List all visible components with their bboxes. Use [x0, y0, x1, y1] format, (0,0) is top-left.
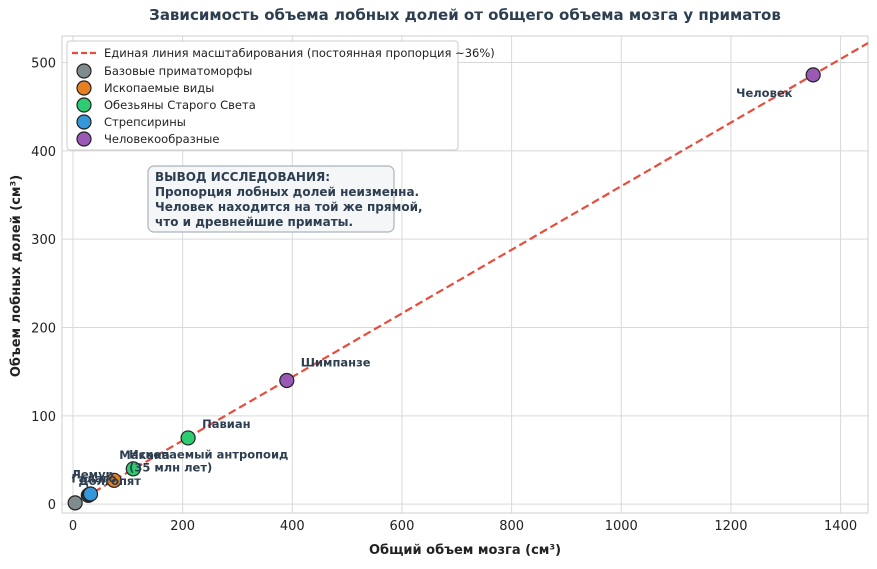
axes: 0 200 400 600 800 1000 1200 1400 0 100 200 300 400 50… — [31, 35, 869, 534]
y-tick-label: 300 — [31, 233, 56, 248]
y-tick-label: 100 — [31, 410, 56, 425]
legend-label: Обезьяны Старого Света — [104, 98, 256, 112]
x-tick-label: 400 — [280, 519, 305, 534]
data-point — [82, 486, 99, 502]
data-label: Павиан — [202, 417, 250, 431]
legend-label: Базовые приматоморфы — [104, 64, 252, 78]
data-label: Ископаемый антропоид (35 млн лет) — [129, 447, 288, 474]
annotation-line: что и древнейшие приматы. — [155, 215, 353, 229]
data-label: Галаго — [71, 471, 116, 485]
data-label: Человек — [736, 86, 792, 100]
data-label: Макака — [119, 448, 169, 462]
x-tick-label: 1400 — [824, 519, 857, 534]
y-tick-label: 0 — [48, 498, 56, 513]
x-axis-label: Общий объем мозга (см³) — [369, 543, 561, 558]
y-tick-label: 500 — [31, 57, 56, 72]
chart-title: Зависимость объема лобных долей от общег… — [149, 6, 781, 24]
y-tick-label: 200 — [31, 322, 56, 337]
data-label: Лемур — [71, 467, 113, 481]
data-label: Шимпанзе — [301, 356, 371, 370]
legend-frame — [66, 40, 459, 151]
data-label: Долгопят — [79, 474, 142, 488]
legend: Единая линия масштабирования (постоянная… — [66, 40, 495, 151]
x-tick-label: 1200 — [714, 519, 747, 534]
trend-line-layer — [72, 42, 869, 506]
data-point — [106, 472, 122, 488]
x-tick-label: 800 — [499, 519, 524, 534]
data-point — [180, 430, 196, 446]
legend-label: Ископаемые виды — [104, 81, 214, 95]
plot-frame — [61, 35, 869, 514]
data-point — [805, 67, 821, 83]
x-tick-label: 600 — [390, 519, 415, 534]
annotation-line: Человек находится на той же прямой, — [155, 200, 423, 214]
annotation-box: ВЫВОД ИССЛЕДОВАНИЯ:Пропорция лобных доле… — [147, 165, 423, 233]
annotation-frame — [147, 165, 395, 233]
data-point — [125, 461, 141, 477]
data-labels: Ископаемый антропоид (35 млн лет)Макака Па… — [71, 86, 792, 488]
x-tick-label: 0 — [69, 519, 77, 534]
legend-swatch — [76, 80, 92, 96]
legend-label: Человекообразные — [104, 132, 219, 146]
x-tick-label: 200 — [170, 519, 195, 534]
trend-line — [72, 42, 869, 506]
data-points — [67, 67, 821, 511]
legend-label: Стрепсирины — [104, 115, 186, 129]
legend-swatch — [76, 97, 92, 113]
legend-swatch — [76, 63, 92, 79]
legend-swatch — [76, 131, 92, 147]
legend-label: Единая линия масштабирования (постоянная… — [104, 46, 495, 60]
annotation-line: ВЫВОД ИССЛЕДОВАНИЯ: — [155, 170, 330, 184]
x-tick-label: 1000 — [605, 519, 638, 534]
grid — [62, 36, 868, 513]
data-point — [67, 495, 83, 511]
y-tick-label: 400 — [31, 145, 56, 160]
legend-swatch — [76, 114, 92, 130]
annotation-line: Пропорция лобных долей неизменна. — [155, 185, 419, 199]
y-axis-label: Объем лобных долей (см³) — [9, 175, 24, 377]
data-point — [279, 372, 295, 389]
